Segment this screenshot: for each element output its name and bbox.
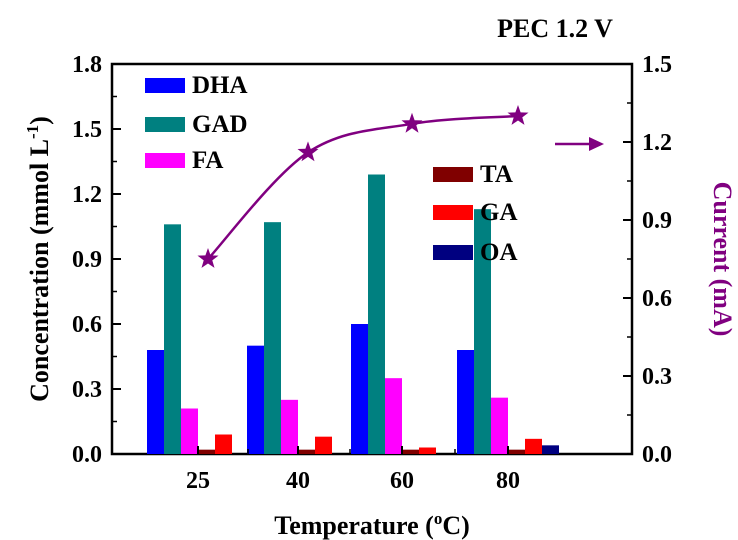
x-axis-label: Temperature (oC) bbox=[274, 509, 470, 540]
y-right-tick-label: 1.5 bbox=[642, 52, 672, 78]
x-tick-label: 80 bbox=[496, 468, 520, 494]
bar-fa-60 bbox=[385, 378, 402, 454]
bar-dha-25 bbox=[147, 350, 164, 454]
legend-swatch-fa bbox=[145, 153, 185, 168]
y-left-tick-label: 0.6 bbox=[72, 312, 102, 338]
bar-ga-80 bbox=[525, 438, 542, 454]
bar-ga-40 bbox=[315, 436, 332, 454]
y-left-tick-label: 1.5 bbox=[72, 117, 102, 143]
legend-label-fa: FA bbox=[192, 147, 223, 174]
x-tick-label: 60 bbox=[390, 468, 414, 494]
y-right-tick-label: 1.2 bbox=[642, 130, 672, 156]
bar-dha-60 bbox=[351, 324, 368, 454]
bar-fa-80 bbox=[491, 397, 508, 454]
current-star-marker-60 bbox=[401, 112, 423, 133]
chart-annotation: PEC 1.2 V bbox=[497, 14, 613, 43]
legend-label-oa: OA bbox=[480, 239, 518, 266]
y-left-tick-label: 0.9 bbox=[72, 247, 102, 273]
y-right-tick-label: 0.9 bbox=[642, 208, 672, 234]
legend-label-ga: GA bbox=[480, 199, 518, 226]
bar-ta-25 bbox=[198, 449, 215, 454]
axes-layer: 0.0 0.3 0.6 0.9 1.2 1.5 1.8 0.0 0.3 0.6 0.9 1.2 1.5 2… bbox=[72, 52, 672, 494]
legend-swatch-ta bbox=[433, 167, 473, 182]
bar-ta-40 bbox=[298, 449, 315, 454]
bar-dha-80 bbox=[457, 350, 474, 454]
legend-label-ta: TA bbox=[480, 161, 513, 188]
bar-gad-40 bbox=[264, 222, 281, 454]
bar-fa-25 bbox=[181, 408, 198, 454]
y-right-tick-label: 0.0 bbox=[642, 442, 672, 468]
bar-fa-40 bbox=[281, 399, 298, 454]
legend-swatch-ga bbox=[433, 205, 473, 220]
bar-gad-80 bbox=[474, 209, 491, 454]
y-left-tick-label: 1.8 bbox=[72, 52, 102, 78]
current-star-marker-40 bbox=[297, 141, 319, 162]
bars-layer bbox=[147, 174, 559, 454]
y-right-tick-label: 0.6 bbox=[642, 286, 672, 312]
y-axis-right-label: Current (mA) bbox=[708, 182, 737, 337]
legend: DHA GAD FA TA GA OA bbox=[145, 72, 518, 266]
legend-label-gad: GAD bbox=[192, 111, 248, 138]
bar-oa-80 bbox=[542, 445, 559, 454]
bar-ta-60 bbox=[402, 449, 419, 454]
current-star-marker-25 bbox=[197, 248, 219, 268]
current-star-marker-80 bbox=[507, 105, 529, 125]
arrow-head bbox=[589, 137, 604, 151]
current-curve-layer bbox=[197, 105, 604, 268]
x-tick-label: 40 bbox=[286, 468, 310, 494]
legend-swatch-dha bbox=[145, 78, 185, 93]
bar-ga-60 bbox=[419, 447, 436, 454]
bar-ga-25 bbox=[215, 434, 232, 454]
current-line bbox=[207, 114, 519, 260]
y-left-tick-label: 0.0 bbox=[72, 442, 102, 468]
legend-swatch-oa bbox=[433, 245, 473, 260]
bar-gad-60 bbox=[368, 174, 385, 454]
bar-dha-40 bbox=[247, 345, 264, 454]
y-axis-left-label: Concentration (mmol L-1) bbox=[23, 116, 54, 402]
legend-swatch-gad bbox=[145, 117, 185, 132]
y-left-tick-label: 1.2 bbox=[72, 182, 102, 208]
y-left-tick-label: 0.3 bbox=[72, 377, 102, 403]
bar-ta-80 bbox=[508, 449, 525, 454]
x-tick-label: 25 bbox=[186, 468, 210, 494]
legend-label-dha: DHA bbox=[192, 72, 248, 99]
bar-gad-25 bbox=[164, 224, 181, 454]
y-right-tick-label: 0.3 bbox=[642, 364, 672, 390]
